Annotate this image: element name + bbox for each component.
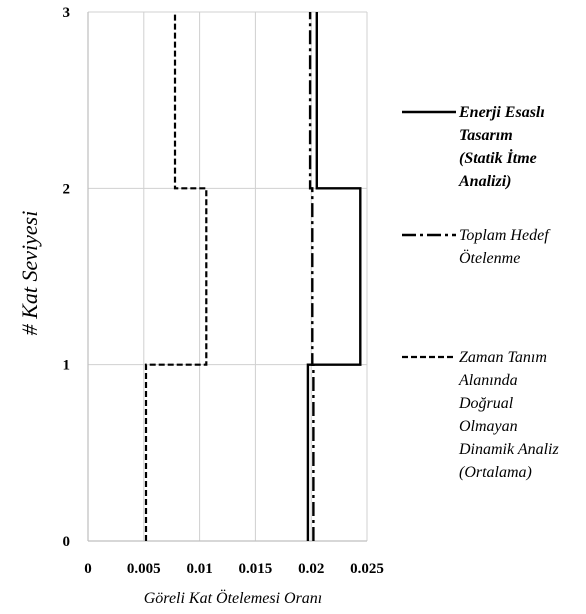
legend-label-line: Analizi) bbox=[458, 173, 511, 190]
y-tick-label: 1 bbox=[63, 358, 71, 374]
x-tick-label: 0.025 bbox=[350, 561, 384, 577]
legend-label-line: Alanında bbox=[458, 372, 518, 389]
series-line-1 bbox=[306, 12, 362, 541]
x-tick-label: 0.015 bbox=[239, 561, 273, 577]
x-tick-label: 0.005 bbox=[127, 561, 161, 577]
legend-label-line: Zaman Tanım bbox=[459, 349, 547, 366]
tick-labels: 0 0.005 0.01 0.015 0.02 0.025 0 1 2 3 bbox=[63, 5, 384, 577]
series-line-2 bbox=[308, 12, 315, 541]
legend-label-line: Olmayan bbox=[459, 418, 518, 435]
grid-lines bbox=[88, 11, 368, 541]
legend-label-line: (Statik İtme bbox=[459, 148, 537, 167]
legend-label-line: Dinamik Analiz bbox=[458, 441, 559, 458]
series-line-3 bbox=[144, 12, 208, 541]
legend-label-line: Enerji Esaslı bbox=[458, 104, 545, 121]
legend-label-line: Doğrual bbox=[458, 395, 514, 412]
y-axis-title: # Kat Seviyesi bbox=[17, 211, 42, 336]
legend-label-line: (Ortalama) bbox=[459, 464, 532, 481]
legend: Enerji Esaslı Tasarım (Statik İtme Analizi)… bbox=[402, 104, 559, 481]
axes bbox=[87, 12, 367, 542]
series-lines bbox=[144, 12, 362, 541]
legend-label-line: Ötelenme bbox=[459, 249, 520, 267]
y-tick-label: 3 bbox=[63, 5, 71, 21]
x-tick-label: 0.02 bbox=[298, 561, 324, 577]
x-tick-label: 0.01 bbox=[186, 561, 212, 577]
x-tick-label: 0 bbox=[84, 561, 92, 577]
y-tick-label: 0 bbox=[63, 534, 71, 550]
y-tick-label: 2 bbox=[63, 181, 71, 197]
legend-label-line: Tasarım bbox=[459, 127, 513, 144]
x-axis-title: Göreli Kat Ötelemesi Oranı bbox=[144, 589, 323, 607]
legend-label-line: Toplam Hedef bbox=[459, 227, 551, 244]
